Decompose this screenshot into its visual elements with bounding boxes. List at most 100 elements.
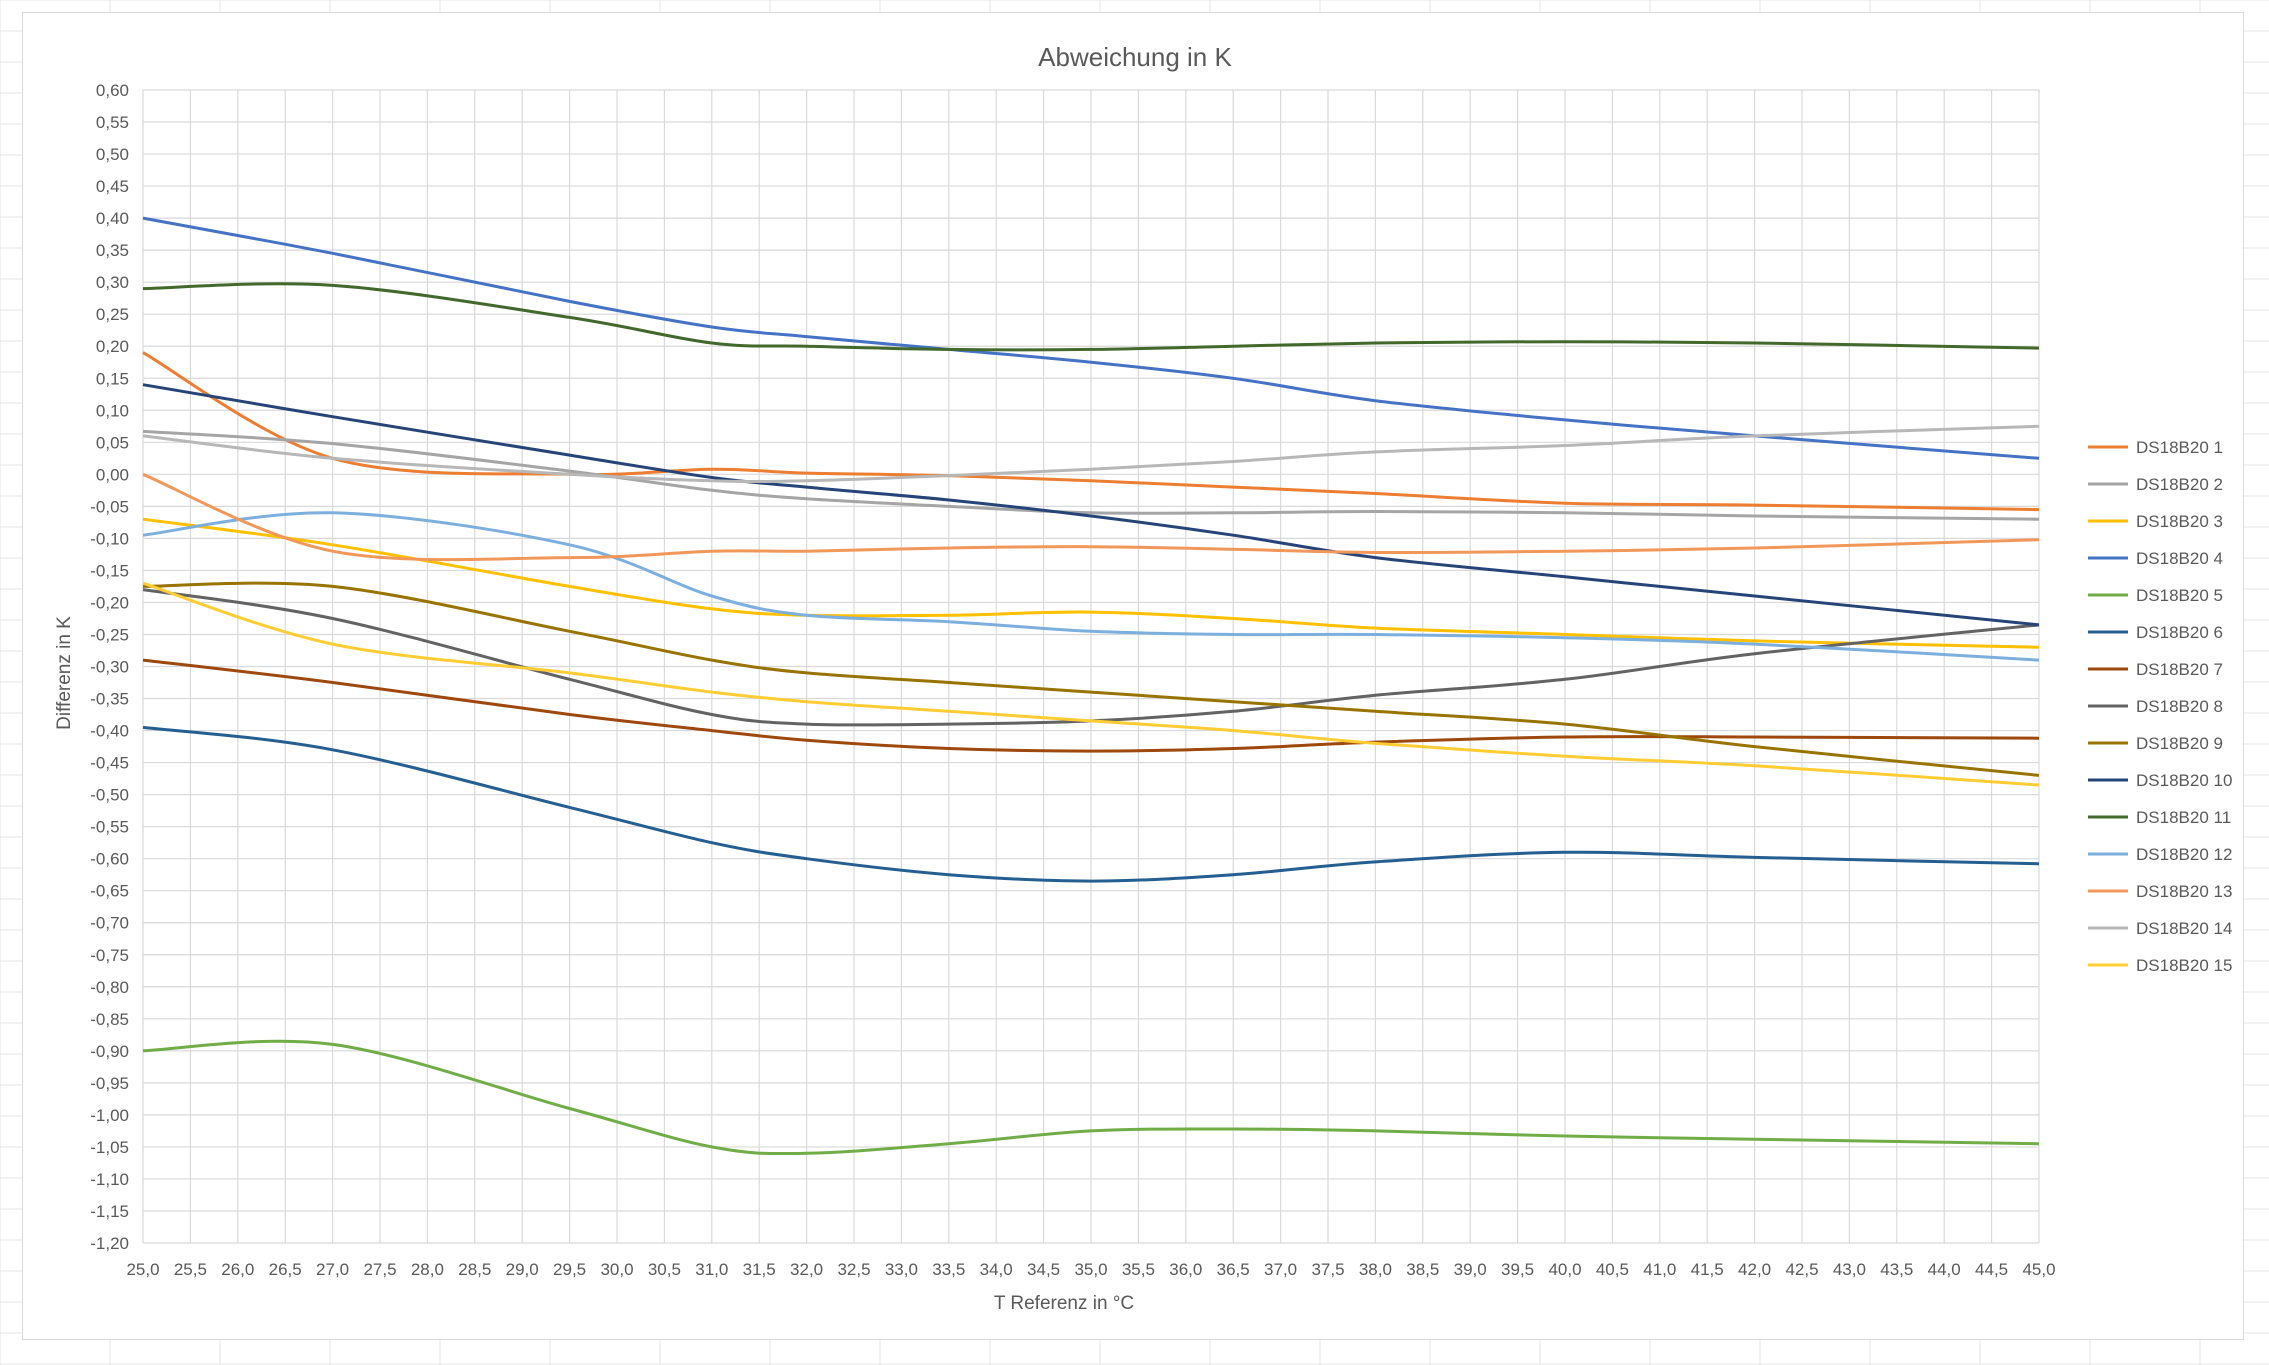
y-axis-tick-labels: 0,60 0,55 0,50 0,45 0,40 0,35 0,30 0,25 0,20 0,15… <box>90 81 129 1253</box>
x-tick-label: 40,0 <box>1548 1260 1581 1279</box>
gridlines <box>142 89 2040 1244</box>
y-tick-label: -0,85 <box>90 1010 129 1029</box>
series-line <box>142 517 2040 649</box>
y-tick-label: -0,95 <box>90 1074 129 1093</box>
x-tick-label: 34,0 <box>980 1260 1013 1279</box>
x-tick-label: 37,0 <box>1264 1260 1297 1279</box>
x-tick-label: 44,0 <box>1928 1260 1961 1279</box>
y-tick-label: 0,35 <box>96 241 129 260</box>
x-axis-tick-labels: 25,0 25,5 26,0 26,5 27,0 27,5 28,0 28,5 29,0 29,5… <box>126 1260 2055 1279</box>
y-tick-label: 0,25 <box>96 305 129 324</box>
x-tick-label: 34,5 <box>1027 1260 1060 1279</box>
x-tick-label: 35,0 <box>1074 1260 1107 1279</box>
x-tick-label: 26,0 <box>221 1260 254 1279</box>
y-tick-label: 0,00 <box>96 465 129 484</box>
x-tick-label: 39,5 <box>1501 1260 1534 1279</box>
series-line <box>142 725 2040 883</box>
x-tick-label: 38,0 <box>1359 1260 1392 1279</box>
series-line <box>142 581 2040 777</box>
y-tick-label: -0,05 <box>90 497 129 516</box>
x-tick-label: 29,5 <box>553 1260 586 1279</box>
legend-label: DS18B20 14 <box>2136 919 2232 938</box>
legend-label: DS18B20 8 <box>2136 697 2223 716</box>
series-line <box>142 658 2040 753</box>
x-tick-label: 29,0 <box>506 1260 539 1279</box>
line-chart: Abweichung in K 0,60 0,55 0,50 0,45 0,40 0,35… <box>54 42 2232 1314</box>
y-tick-label: -0,60 <box>90 850 129 869</box>
y-tick-label: -0,15 <box>90 561 129 580</box>
y-tick-label: 0,50 <box>96 145 129 164</box>
x-tick-label: 28,0 <box>411 1260 444 1279</box>
legend-label: DS18B20 6 <box>2136 623 2223 642</box>
legend-label: DS18B20 7 <box>2136 660 2223 679</box>
x-tick-label: 44,5 <box>1975 1260 2008 1279</box>
y-tick-label: 0,40 <box>96 209 129 228</box>
legend-label: DS18B20 4 <box>2136 549 2223 568</box>
legend-label: DS18B20 5 <box>2136 586 2223 605</box>
x-tick-label: 27,5 <box>363 1260 396 1279</box>
x-tick-label: 32,0 <box>790 1260 823 1279</box>
legend: DS18B20 1 DS18B20 2 DS18B20 3 DS18B20 4 DS18… <box>2088 438 2232 975</box>
x-tick-label: 37,5 <box>1311 1260 1344 1279</box>
x-axis-title: T Referenz in °C <box>994 1293 1134 1314</box>
x-tick-label: 41,5 <box>1691 1260 1724 1279</box>
y-tick-label: -0,45 <box>90 754 129 773</box>
x-tick-label: 43,5 <box>1880 1260 1913 1279</box>
series-line <box>142 588 2040 727</box>
x-tick-label: 38,5 <box>1406 1260 1439 1279</box>
x-tick-label: 27,0 <box>316 1260 349 1279</box>
y-tick-label: -0,35 <box>90 690 129 709</box>
y-tick-label: 0,20 <box>96 337 129 356</box>
x-tick-label: 45,0 <box>2022 1260 2055 1279</box>
y-tick-label: 0,15 <box>96 369 129 388</box>
y-tick-label: 0,10 <box>96 401 129 420</box>
y-tick-label: -0,30 <box>90 658 129 677</box>
y-tick-label: 0,05 <box>96 433 129 452</box>
legend-label: DS18B20 9 <box>2136 734 2223 753</box>
series-line <box>142 383 2040 627</box>
x-tick-label: 31,5 <box>743 1260 776 1279</box>
series-line <box>142 511 2040 662</box>
y-tick-label: -0,20 <box>90 593 129 612</box>
y-tick-label: 0,30 <box>96 273 129 292</box>
y-tick-label: -1,15 <box>90 1202 129 1221</box>
y-tick-label: -0,40 <box>90 722 129 741</box>
x-tick-label: 33,0 <box>885 1260 918 1279</box>
series-line <box>142 424 2040 483</box>
legend-label: DS18B20 15 <box>2136 956 2232 975</box>
y-tick-label: 0,60 <box>96 81 129 100</box>
y-tick-label: -1,05 <box>90 1138 129 1157</box>
series-line <box>142 282 2040 352</box>
y-tick-label: -0,75 <box>90 946 129 965</box>
x-tick-label: 35,5 <box>1122 1260 1155 1279</box>
x-tick-label: 32,5 <box>837 1260 870 1279</box>
x-tick-label: 42,0 <box>1738 1260 1771 1279</box>
x-tick-label: 26,5 <box>269 1260 302 1279</box>
y-tick-label: -0,90 <box>90 1042 129 1061</box>
chart-area[interactable]: Abweichung in K 0,60 0,55 0,50 0,45 0,40 0,35… <box>22 12 2244 1340</box>
x-tick-label: 40,5 <box>1596 1260 1629 1279</box>
x-tick-label: 31,0 <box>695 1260 728 1279</box>
series-line <box>142 472 2040 562</box>
y-tick-label: 0,45 <box>96 177 129 196</box>
y-tick-label: -0,25 <box>90 625 129 644</box>
y-tick-label: -0,10 <box>90 529 129 548</box>
y-tick-label: -1,00 <box>90 1106 129 1125</box>
y-tick-label: -0,70 <box>90 914 129 933</box>
x-tick-label: 43,0 <box>1833 1260 1866 1279</box>
legend-label: DS18B20 1 <box>2136 438 2223 457</box>
x-tick-label: 36,5 <box>1217 1260 1250 1279</box>
x-tick-label: 25,0 <box>126 1260 159 1279</box>
legend-label: DS18B20 12 <box>2136 845 2232 864</box>
legend-label: DS18B20 10 <box>2136 771 2232 790</box>
legend-label: DS18B20 2 <box>2136 475 2223 494</box>
y-axis-title: Differenz in K <box>54 616 75 730</box>
series-line <box>142 581 2040 787</box>
series-line <box>142 351 2040 512</box>
series-line <box>142 216 2040 460</box>
x-tick-label: 30,0 <box>600 1260 633 1279</box>
y-tick-label: -0,50 <box>90 786 129 805</box>
legend-label: DS18B20 11 <box>2136 808 2231 827</box>
y-tick-label: -0,55 <box>90 818 129 837</box>
x-tick-label: 33,5 <box>932 1260 965 1279</box>
